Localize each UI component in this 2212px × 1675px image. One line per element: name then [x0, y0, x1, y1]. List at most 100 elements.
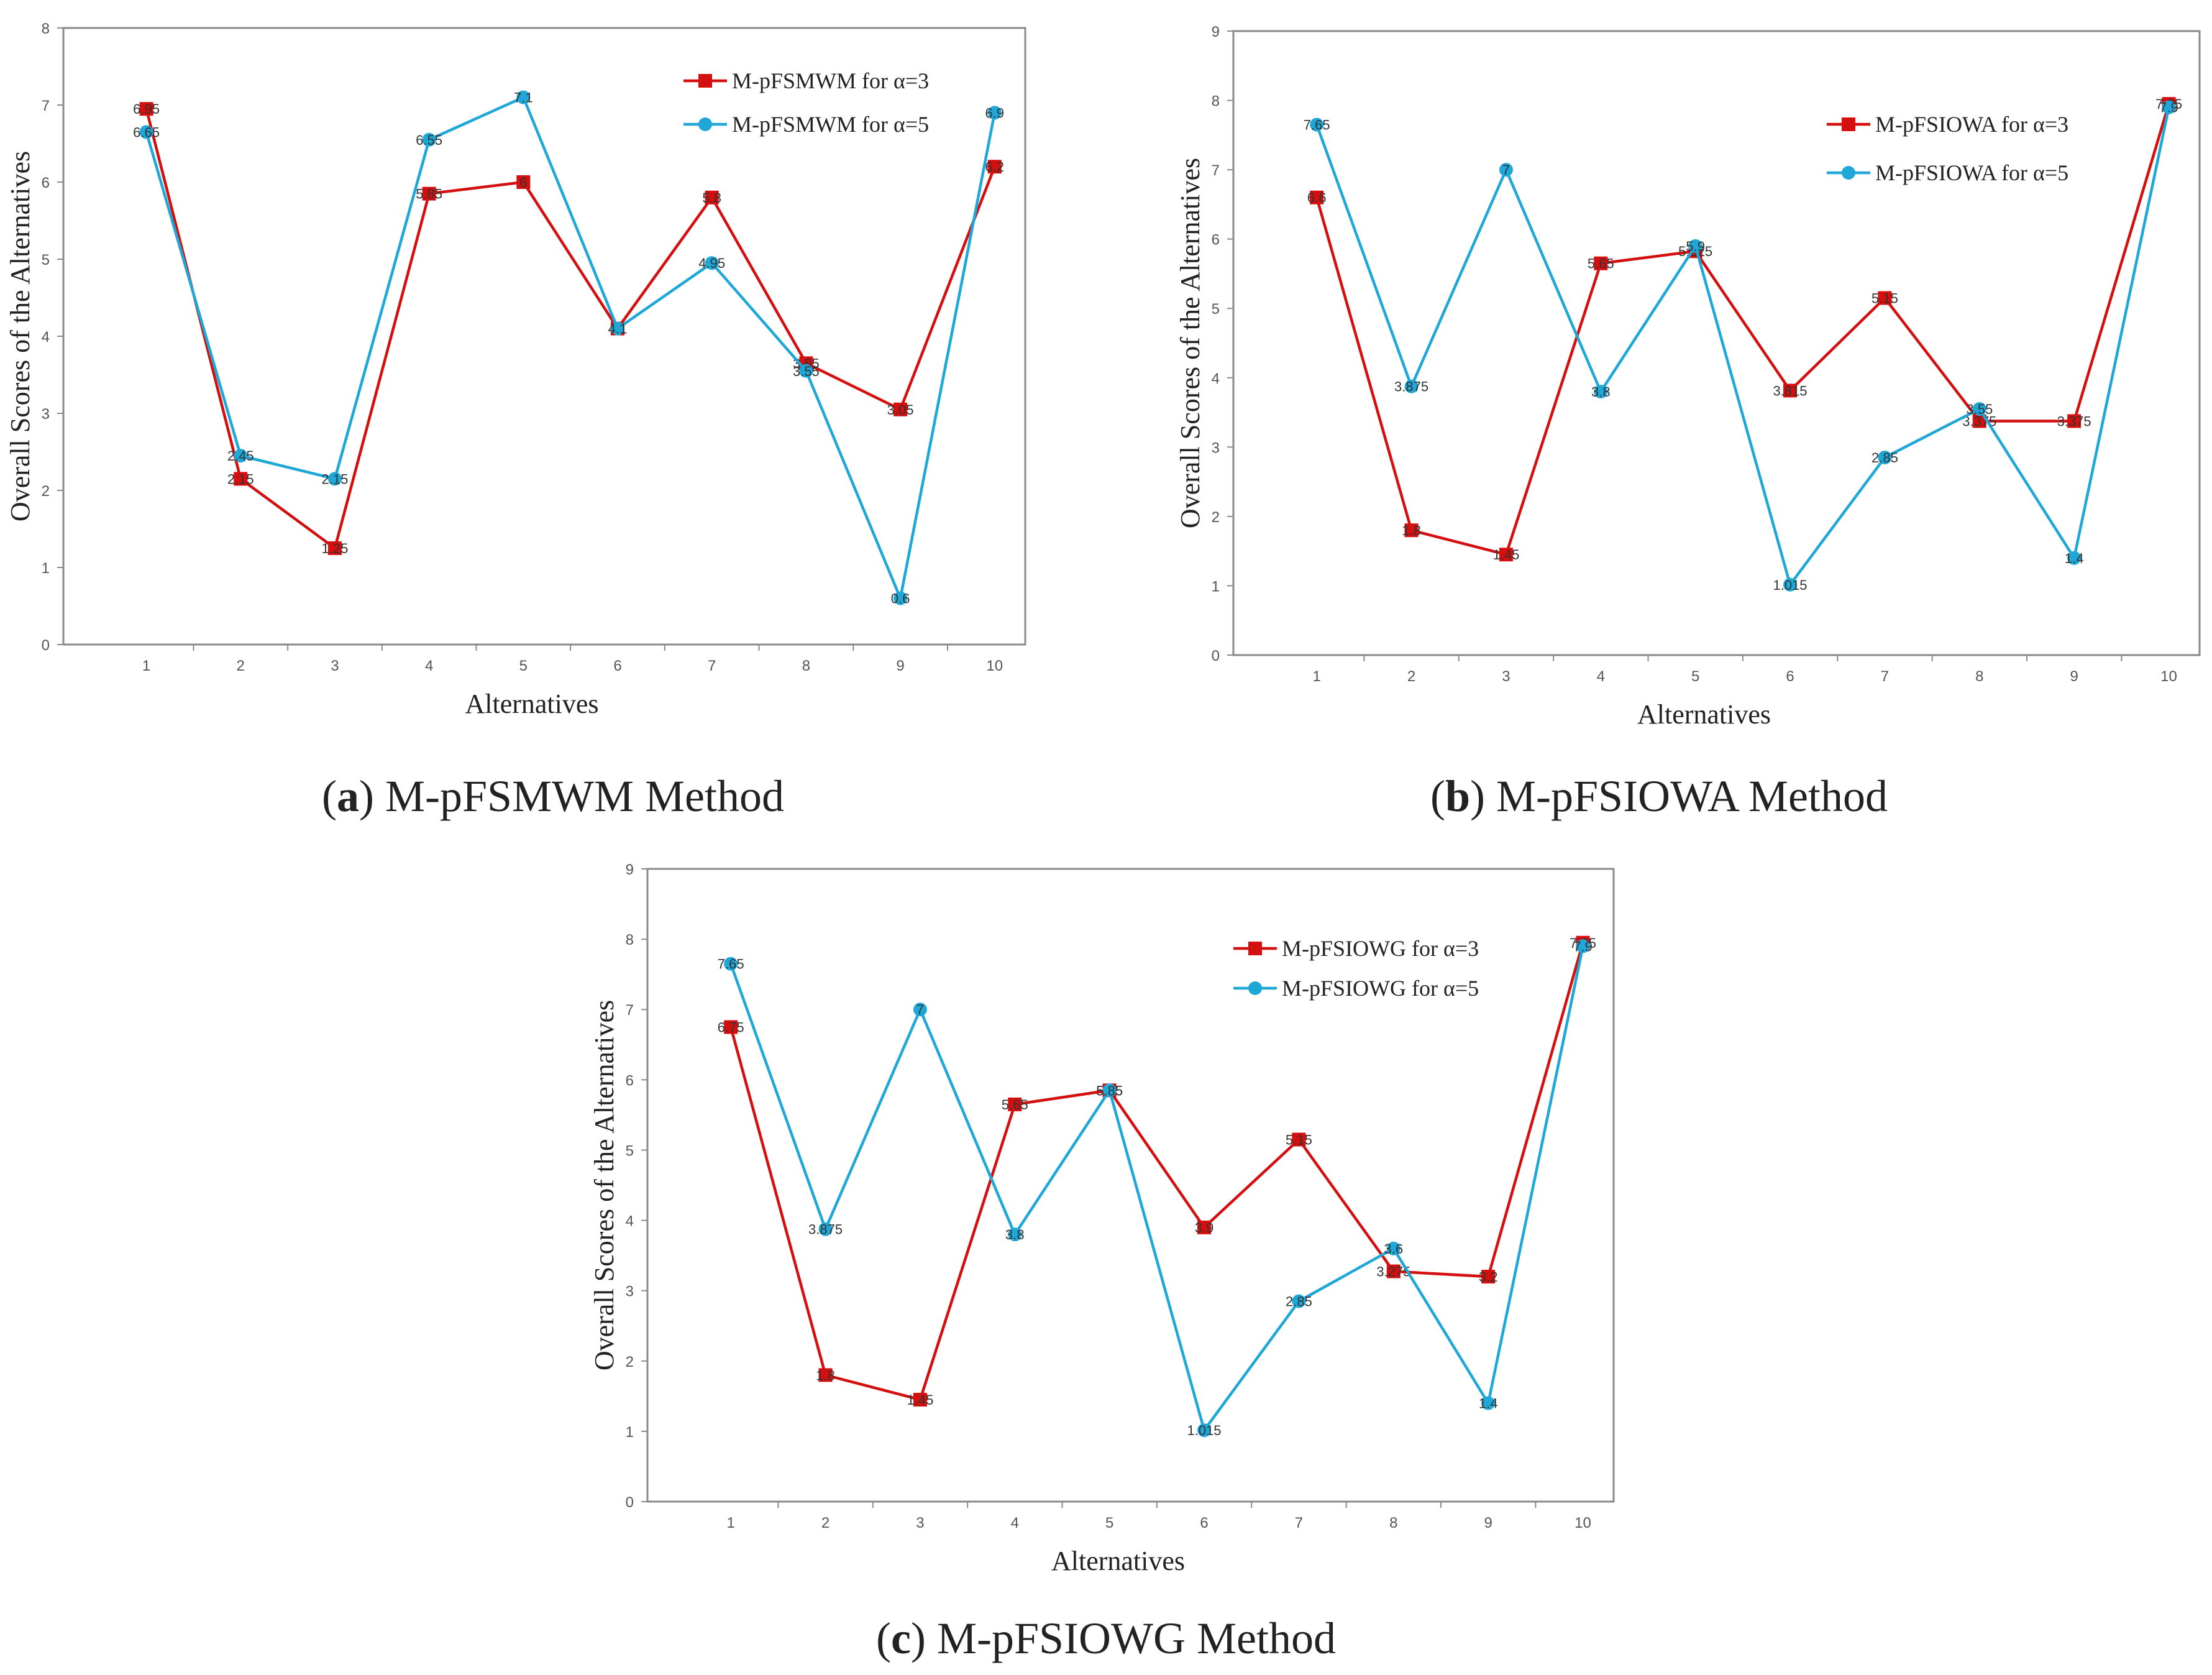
series-2-data-label: 3.55: [1966, 402, 1993, 417]
x-tick-label: 4: [1011, 1515, 1019, 1531]
y-axis-title: Overall Scores of the Alternatives: [589, 1000, 619, 1370]
chart-c: 0 1 2 3 4 5 6 7 8 9 1 2 3 4 5 6 7 8 9 10 Alternatives Overall…: [589, 861, 1615, 1576]
x-tick-label: 1: [142, 658, 150, 674]
y-tick-label: 1: [1212, 578, 1220, 595]
series-1-point: [1499, 548, 1513, 562]
series-2-data-label: 6.65: [133, 124, 160, 140]
y-tick-label: 4: [42, 329, 50, 346]
series-2-point: [913, 1003, 927, 1017]
y-tick-label: 4: [626, 1213, 634, 1230]
series-1-data-label: 5.85: [416, 186, 442, 202]
series-2-line: [729, 945, 1584, 1434]
legend-marker: [1842, 117, 1855, 131]
x-tick-label: 5: [1105, 1515, 1113, 1531]
x-tick-label: 9: [1484, 1515, 1492, 1531]
x-tick-label: 5: [519, 658, 528, 674]
series-2-data-label: 1.015: [1773, 577, 1807, 593]
series-2-data-label: 7.9: [2159, 100, 2178, 116]
chart-a: 0 1 2 3 4 5 6 7 8 1 2 3 4 5 6 7 8 9 10 Alternatives Overall …: [5, 21, 1026, 719]
series-1-point: [1783, 383, 1798, 398]
legend-marker: [1248, 981, 1262, 995]
series-2-data-label: 2.85: [1872, 450, 1898, 466]
y-tick-label: 3: [42, 406, 50, 423]
y-tick-label: 9: [626, 861, 634, 878]
series-1-point: [1008, 1097, 1022, 1111]
y-tick-label: 8: [1212, 93, 1220, 110]
y-tick-label: 8: [626, 932, 634, 948]
legend-marker: [698, 117, 712, 131]
series-1-data-label: 3.375: [2057, 414, 2091, 429]
series-2-point: [234, 449, 248, 463]
series-1-data-label: 6.75: [718, 1020, 744, 1035]
caption-b: (b) M-pFSIOWA Method: [1430, 771, 1888, 821]
series-2-data-label: 7.65: [1304, 117, 1330, 133]
series-1-data-label: 5.8: [702, 190, 721, 206]
series-1-data-label: 5.65: [1588, 256, 1614, 272]
series-1-point: [913, 1392, 927, 1407]
series-1-data-label: 6.2: [985, 159, 1004, 175]
x-tick-label: 1: [1312, 668, 1320, 685]
legend-marker: [1842, 166, 1855, 180]
x-tick-label: 6: [1200, 1515, 1208, 1531]
series-2-data-label: 3.6: [1384, 1241, 1403, 1257]
series-1-point: [1197, 1220, 1212, 1234]
series-2-data-label: 2.45: [227, 448, 254, 464]
x-tick-label: 9: [896, 658, 904, 674]
x-tick-label: 10: [1574, 1515, 1591, 1531]
plot-frame: [646, 868, 1615, 1503]
series-2-data-label: 3.875: [1394, 379, 1428, 395]
x-tick-label: 5: [1691, 668, 1699, 685]
series-2-data-label: 1.015: [1187, 1423, 1221, 1438]
x-axis-title: Alternatives: [1637, 699, 1771, 730]
legend-label: M-pFSMWM for α=3: [732, 68, 929, 93]
series-1-data-label: 6: [519, 175, 527, 190]
y-tick-label: 6: [42, 175, 50, 191]
series-2-data-label: 4.95: [698, 255, 725, 271]
series-2-point: [1386, 1241, 1401, 1255]
x-tick-label: 3: [331, 658, 339, 674]
series-1-line: [145, 108, 996, 551]
series-1-data-label: 6.95: [133, 101, 160, 117]
series-1-line: [729, 942, 1584, 1402]
series-2-data-label: 5.85: [1096, 1083, 1123, 1098]
series-2-point: [1197, 1423, 1212, 1438]
series-2-data-label: 1.4: [2065, 551, 2084, 566]
x-tick-label: 10: [2160, 668, 2177, 685]
series-2-point: [799, 364, 813, 378]
series-2-point: [1688, 239, 1702, 253]
series-2-point: [987, 106, 1002, 120]
y-tick-label: 7: [1212, 162, 1220, 179]
series-2-data-label: 1.4: [1479, 1396, 1498, 1411]
x-tick-label: 2: [1407, 668, 1415, 685]
x-tick-label: 8: [1389, 1515, 1397, 1531]
series-1-point: [516, 175, 531, 189]
series-1-data-label: 3.9: [1195, 1220, 1214, 1236]
series-2-point: [516, 90, 531, 104]
series-2-data-label: 7: [916, 1002, 924, 1017]
y-tick-label: 8: [42, 21, 50, 37]
series-1-data-label: 1.8: [1402, 523, 1421, 538]
y-tick-label: 0: [1212, 648, 1220, 664]
x-tick-label: 6: [613, 658, 621, 674]
series-2-point: [1481, 1396, 1496, 1410]
series-2-data-label: 3.875: [808, 1222, 843, 1237]
x-tick-label: 10: [986, 658, 1003, 674]
series-2-point: [139, 125, 153, 139]
series-2-data-label: 5.9: [1686, 239, 1705, 254]
series-1-point: [1594, 256, 1608, 270]
x-tick-label: 9: [2070, 668, 2078, 685]
plot-frame: [1232, 30, 2201, 656]
series-1-data-label: 5.65: [1002, 1097, 1028, 1113]
series-1-data-label: 3.2: [1479, 1269, 1498, 1285]
series-2-point: [1878, 451, 1892, 465]
y-axis-title: Overall Scores of the Alternatives: [1175, 158, 1205, 528]
series-1-data-label: 6.6: [1307, 190, 1327, 206]
series-2-point: [1783, 577, 1798, 592]
series-2-point: [1972, 402, 1986, 416]
y-tick-label: 5: [1212, 301, 1220, 318]
chart-b: 0 1 2 3 4 5 6 7 8 9 1 2 3 4 5 6 7 8 9 10 Alternatives Overall…: [1175, 24, 2201, 730]
series-1-point: [139, 102, 153, 116]
y-tick-label: 7: [42, 98, 50, 114]
series-1-point: [327, 541, 342, 555]
